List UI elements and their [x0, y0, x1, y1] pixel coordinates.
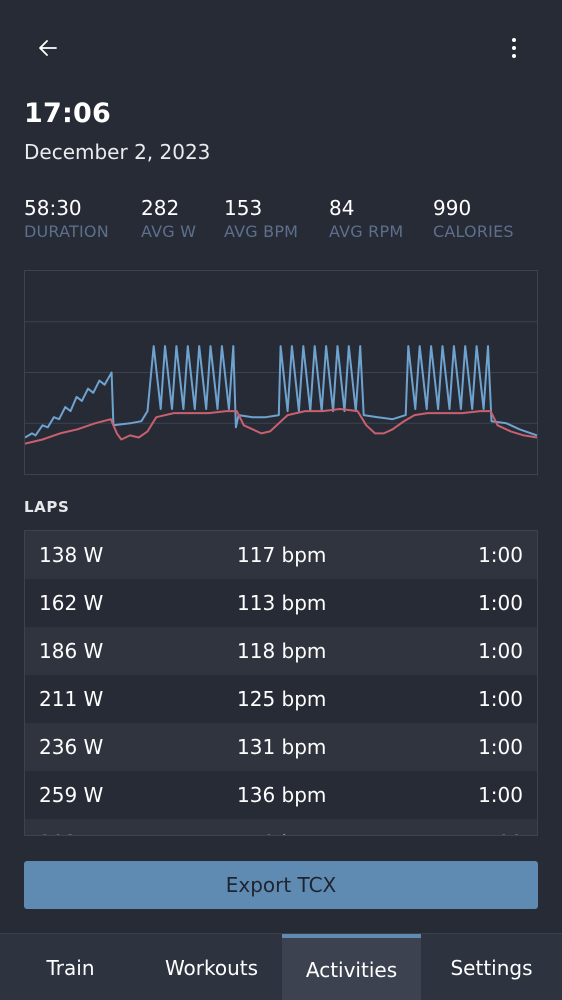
top-bar	[0, 0, 562, 96]
more-options-button[interactable]	[490, 24, 538, 72]
lap-watts: 259 W	[39, 783, 104, 807]
lap-row: 259 W 136 bpm 1:00	[25, 771, 537, 819]
export-tcx-button[interactable]: Export TCX	[24, 861, 538, 909]
lap-time: 1:00	[478, 639, 523, 663]
stat-avg-watts: 282 AVG W	[141, 195, 196, 243]
lap-watts: 186 W	[39, 639, 104, 663]
stat-value: 84	[329, 196, 355, 220]
tab-activities[interactable]: Activities	[282, 934, 421, 1000]
activity-date: December 2, 2023	[24, 140, 211, 164]
stat-value: 282	[141, 196, 180, 220]
stat-label: CALORIES	[433, 222, 514, 241]
stat-value: 990	[433, 196, 472, 220]
back-button[interactable]	[24, 24, 72, 72]
lap-row: 162 W 113 bpm 1:00	[25, 579, 537, 627]
heart-rate-series-line	[24, 408, 538, 445]
lap-bpm: 136 bpm	[237, 783, 327, 807]
stat-calories: 990 CALORIES	[433, 195, 514, 243]
lap-time: 1:00	[478, 735, 523, 759]
lap-watts: 283 W	[39, 819, 103, 835]
stat-duration: 58:30 DURATION	[24, 195, 109, 243]
lap-time: 1:00	[478, 819, 523, 835]
lap-bpm: 131 bpm	[237, 735, 327, 759]
lap-time: 1:00	[478, 543, 523, 567]
stat-avg-rpm: 84 AVG RPM	[329, 195, 403, 243]
tab-train[interactable]: Train	[46, 955, 95, 980]
laps-heading: LAPS	[24, 498, 70, 516]
lap-row: 236 W 131 bpm 1:00	[25, 723, 537, 771]
stat-value: 58:30	[24, 196, 82, 220]
lap-row: 283 W 140 bpm 1:00	[25, 819, 537, 835]
bottom-tab-bar: Train Workouts Activities Settings	[0, 933, 562, 1000]
activity-chart	[24, 270, 538, 475]
stat-value: 153	[224, 196, 263, 220]
lap-watts: 162 W	[39, 591, 104, 615]
lap-bpm: 117 bpm	[237, 543, 327, 567]
lap-bpm: 118 bpm	[237, 639, 327, 663]
arrow-left-icon	[39, 40, 57, 56]
lap-bpm: 125 bpm	[237, 687, 327, 711]
tab-workouts[interactable]: Workouts	[164, 955, 259, 980]
lap-time: 1:00	[478, 783, 523, 807]
lap-watts: 138 W	[39, 543, 104, 567]
tab-settings[interactable]: Settings	[450, 955, 533, 980]
stat-label: AVG W	[141, 222, 197, 241]
activity-time: 17:06	[24, 98, 111, 129]
more-vertical-icon	[512, 38, 516, 58]
lap-row: 186 W 118 bpm 1:00	[25, 627, 537, 675]
stat-label: AVG RPM	[329, 222, 404, 241]
activity-chart-svg	[24, 321, 538, 445]
summary-stats: 58:30 DURATION 282 AVG W 153 AVG BPM 84 …	[0, 195, 562, 251]
stat-label: DURATION	[24, 222, 109, 241]
lap-time: 1:00	[478, 687, 523, 711]
lap-watts: 211 W	[39, 687, 104, 711]
lap-watts: 236 W	[39, 735, 104, 759]
lap-row: 138 W 117 bpm 1:00	[25, 531, 537, 579]
lap-bpm: 140 bpm	[237, 819, 326, 835]
lap-time: 1:00	[478, 591, 523, 615]
laps-list[interactable]: 138 W 117 bpm 1:00 162 W 113 bpm 1:00 186 W 118…	[24, 530, 538, 836]
stat-label: AVG BPM	[224, 222, 299, 241]
stat-avg-bpm: 153 AVG BPM	[224, 195, 298, 243]
lap-row: 211 W 125 bpm 1:00	[25, 675, 537, 723]
power-series-line	[24, 345, 538, 439]
lap-bpm: 113 bpm	[237, 591, 327, 615]
